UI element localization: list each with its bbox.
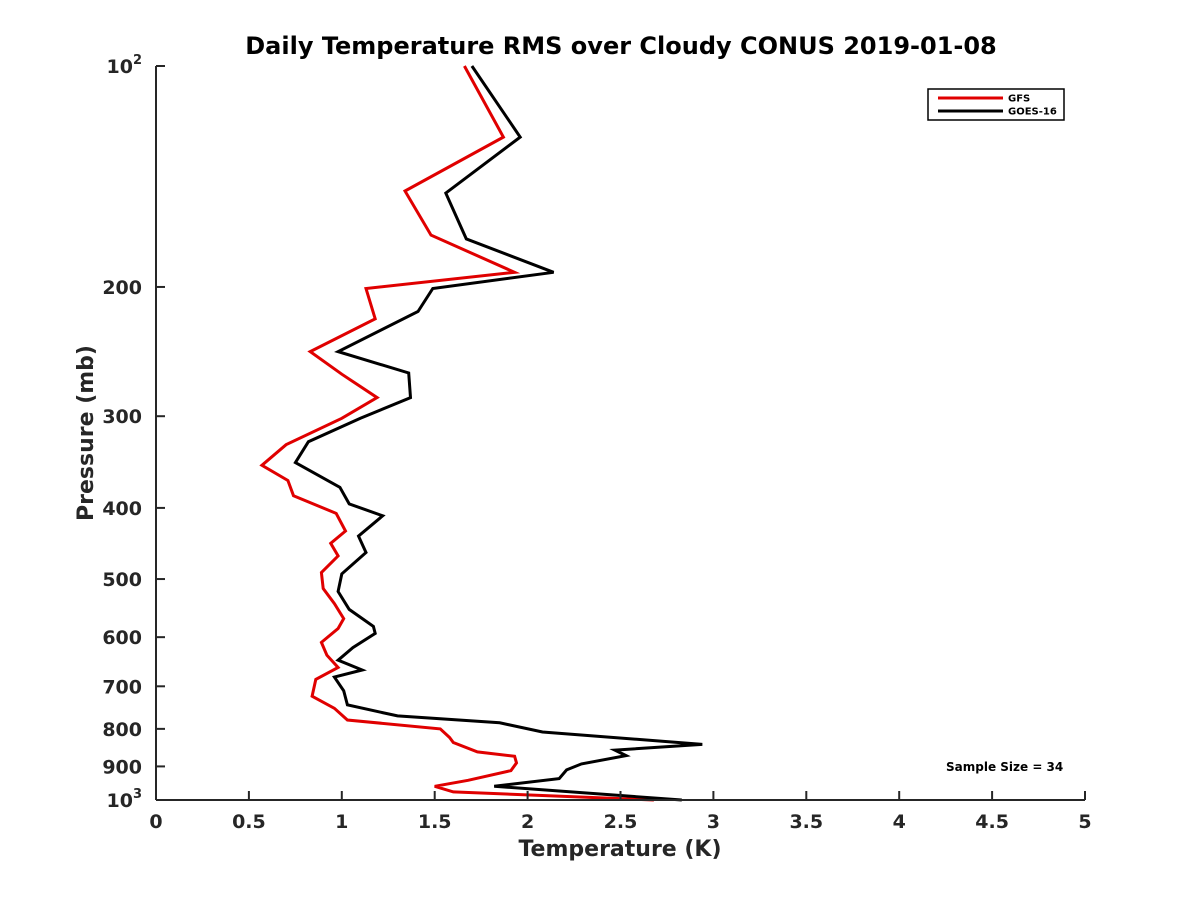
x-tick-label: 1	[335, 811, 348, 833]
chart-title: Daily Temperature RMS over Cloudy CONUS …	[245, 32, 997, 60]
legend: GFS GOES-16	[927, 88, 1065, 121]
x-tick-label: 3.5	[789, 811, 823, 833]
y-axis-label: Pressure (mb)	[74, 345, 99, 521]
y-tick-label: 800	[102, 719, 142, 741]
y-tick-label: 200	[102, 277, 142, 299]
y-tick-label: 700	[102, 676, 142, 698]
y-tick-label: 500	[102, 569, 142, 591]
x-tick-label: 4	[893, 811, 906, 833]
x-tick-label: 4.5	[975, 811, 1009, 833]
legend-box	[927, 88, 1065, 121]
y-tick-label: 102	[107, 53, 143, 78]
series-line-goes16	[293, 65, 703, 802]
x-tick-label: 2.5	[604, 811, 638, 833]
x-tick-label: 5	[1078, 811, 1091, 833]
y-tick-label: 400	[102, 498, 142, 520]
legend-label-gfs: GFS	[1008, 94, 1030, 105]
x-ticks: 0 0.5 1 1.5 2 2.5 3 3.5 4 4.5 5	[149, 791, 1092, 833]
series-layer	[259, 65, 703, 802]
x-tick-label: 1.5	[418, 811, 452, 833]
y-tick-label: 103	[107, 787, 143, 812]
y-tick-label: 600	[102, 627, 142, 649]
x-tick-label: 0	[149, 811, 162, 833]
y-tick-label: 300	[102, 406, 142, 428]
x-axis-label: Temperature (K)	[518, 837, 721, 862]
y-ticks: 102 200 300 400 500 600 700 800 900 103	[102, 53, 165, 812]
series-line-gfs	[259, 65, 654, 802]
legend-label-goes16: GOES-16	[1008, 107, 1057, 118]
x-tick-label: 0.5	[232, 811, 266, 833]
plot-area: 0 0.5 1 1.5 2 2.5 3 3.5 4 4.5 5 102 200 300 400 500 600…	[102, 53, 1091, 833]
x-tick-label: 3	[707, 811, 720, 833]
x-tick-label: 2	[521, 811, 534, 833]
sample-size-annotation: Sample Size = 34	[946, 760, 1063, 774]
y-tick-label: 900	[102, 756, 142, 778]
